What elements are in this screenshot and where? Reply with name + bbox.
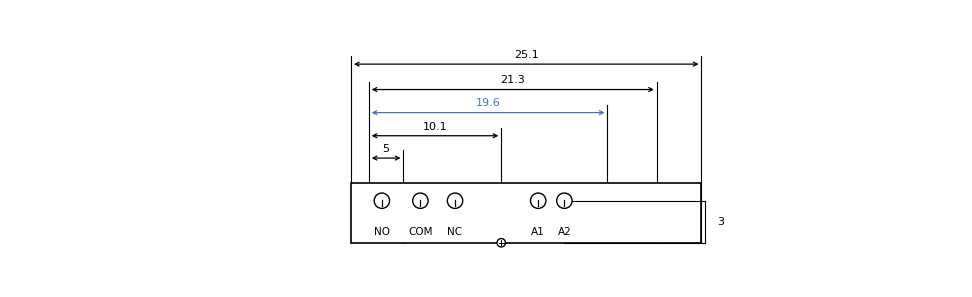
Circle shape <box>497 238 505 247</box>
Text: 19.6: 19.6 <box>475 98 501 108</box>
Text: COM: COM <box>408 227 433 237</box>
Circle shape <box>531 193 546 208</box>
Text: NO: NO <box>374 227 390 237</box>
Text: 21.3: 21.3 <box>501 75 525 85</box>
Text: A2: A2 <box>558 227 572 237</box>
Text: 25.1: 25.1 <box>514 50 538 60</box>
Text: 3: 3 <box>716 217 724 227</box>
Circle shape <box>374 193 390 208</box>
Circle shape <box>557 193 573 208</box>
Circle shape <box>413 193 428 208</box>
Circle shape <box>447 193 463 208</box>
Text: 10.1: 10.1 <box>423 121 447 132</box>
Text: NC: NC <box>447 227 463 237</box>
Text: A1: A1 <box>532 227 545 237</box>
Text: 5: 5 <box>383 144 390 154</box>
Bar <box>351 183 702 243</box>
